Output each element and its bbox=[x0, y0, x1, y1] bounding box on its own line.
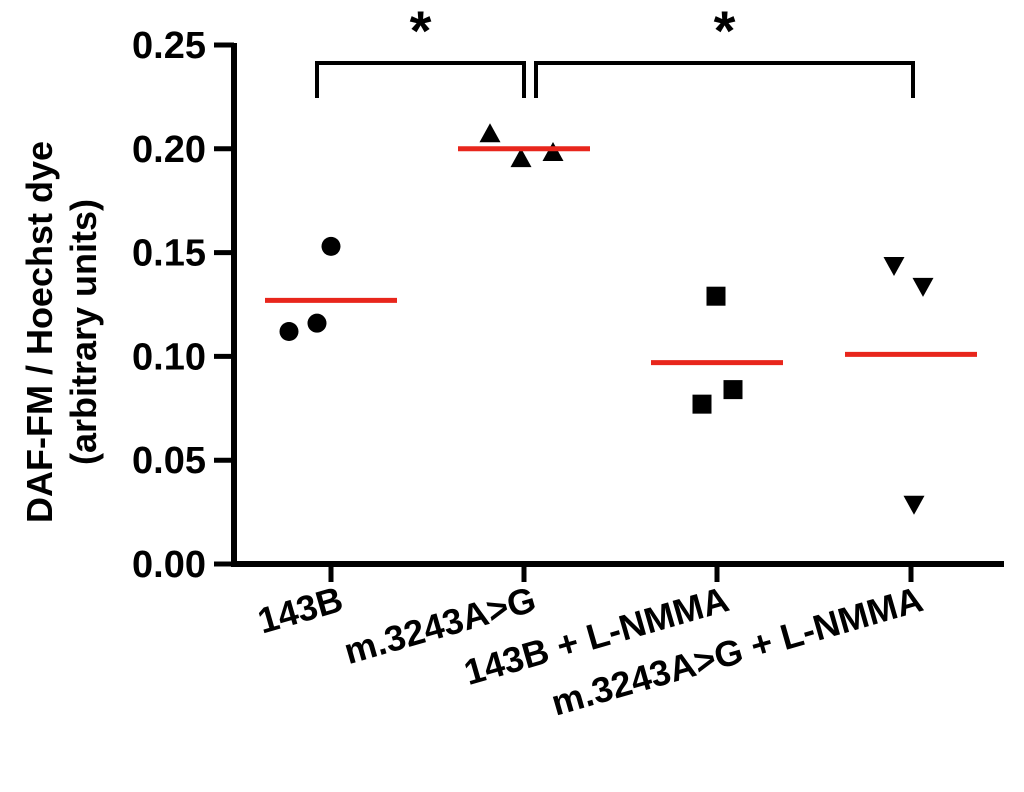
y-axis-label: DAF-FM / Hoechst dye (arbitrary units) bbox=[19, 141, 104, 523]
data-point bbox=[912, 277, 934, 297]
significance-label: * bbox=[714, 0, 736, 62]
y-tick-label: 0.00 bbox=[132, 544, 206, 586]
data-point bbox=[279, 321, 299, 341]
y-tick-label: 0.05 bbox=[132, 440, 206, 482]
data-points bbox=[279, 123, 934, 515]
data-point bbox=[903, 495, 925, 515]
data-point bbox=[321, 236, 341, 256]
y-axis-label-line1: DAF-FM / Hoechst dye bbox=[19, 141, 60, 523]
x-tick-label: 143B bbox=[253, 578, 347, 641]
y-axis-label-line2: (arbitrary units) bbox=[63, 199, 104, 465]
data-point bbox=[479, 123, 501, 143]
y-tick-label: 0.25 bbox=[132, 25, 206, 67]
data-point bbox=[883, 257, 905, 277]
data-point bbox=[542, 141, 564, 161]
y-ticks: 0.00 0.05 0.10 0.15 0.20 0.25 bbox=[132, 25, 234, 586]
data-point bbox=[692, 394, 712, 414]
significance-brackets: * * bbox=[315, 0, 915, 98]
y-tick-label: 0.20 bbox=[132, 129, 206, 171]
data-point bbox=[723, 380, 743, 400]
y-tick-label: 0.15 bbox=[132, 233, 206, 275]
y-tick-label: 0.10 bbox=[132, 336, 206, 378]
significance-label: * bbox=[410, 0, 432, 62]
significance-bracket bbox=[534, 61, 915, 98]
mean-lines bbox=[265, 146, 977, 366]
data-point bbox=[706, 286, 726, 306]
axes bbox=[231, 43, 1004, 567]
data-point bbox=[510, 148, 532, 168]
significance-bracket bbox=[315, 61, 526, 98]
data-point bbox=[307, 313, 327, 333]
